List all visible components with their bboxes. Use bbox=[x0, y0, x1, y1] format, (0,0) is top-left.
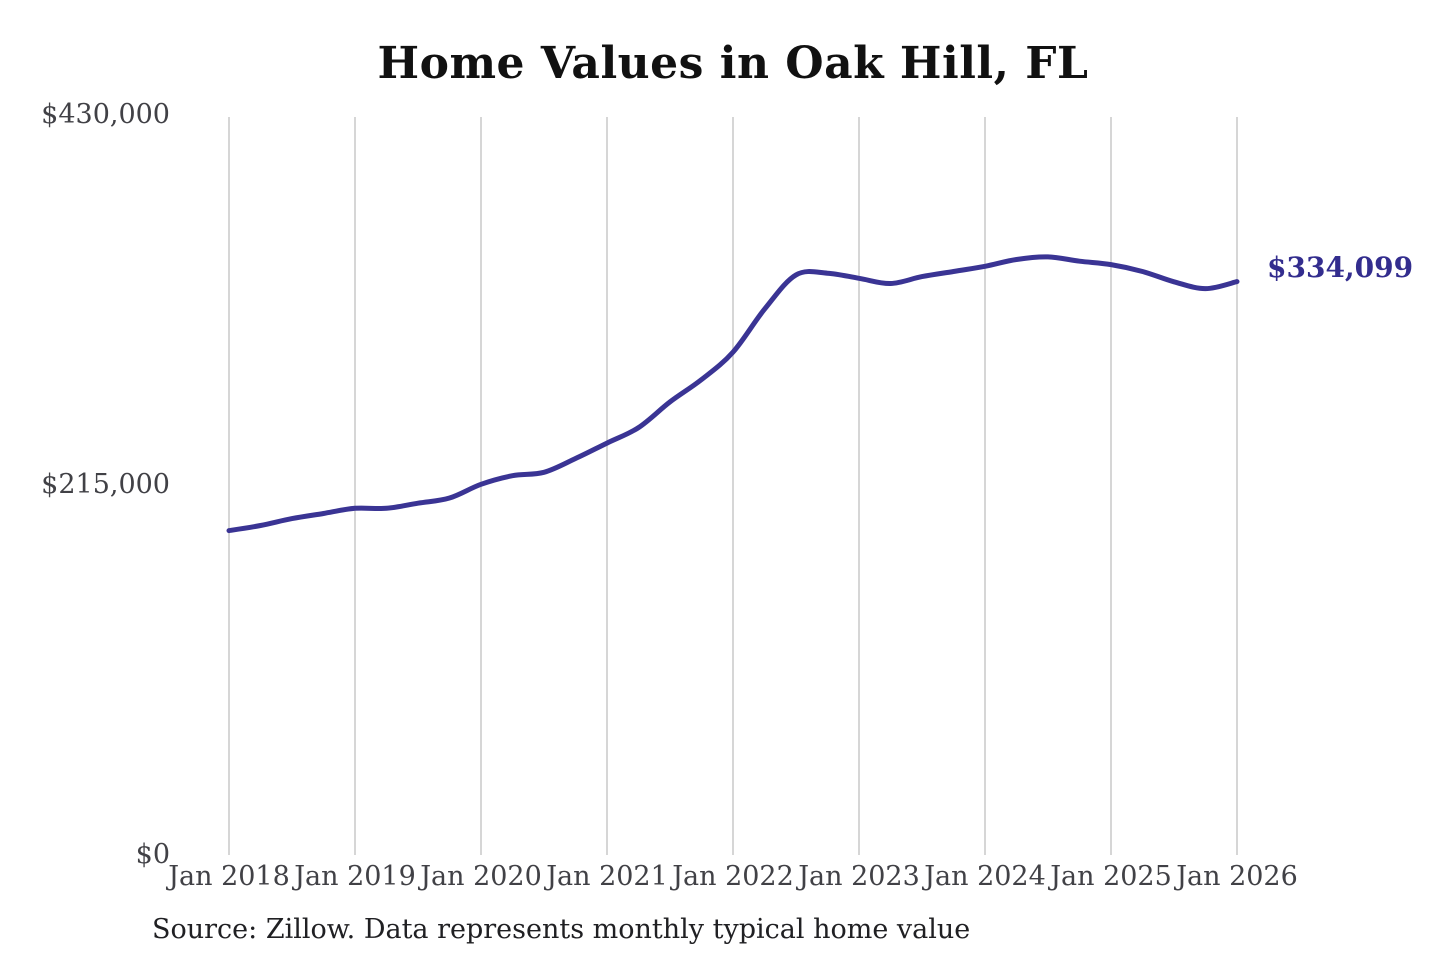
x-axis-label: Jan 2026 bbox=[1176, 861, 1298, 892]
chart-title: Home Values in Oak Hill, FL bbox=[377, 38, 1089, 89]
source-note: Source: Zillow. Data represents monthly … bbox=[152, 914, 971, 945]
x-axis-label: Jan 2025 bbox=[1050, 861, 1172, 892]
y-axis-label-215000: $215,000 bbox=[41, 469, 170, 500]
latest-value-label: $334,099 bbox=[1267, 250, 1414, 284]
x-axis-label: Jan 2019 bbox=[294, 861, 416, 892]
y-axis-label-0: $0 bbox=[135, 839, 170, 870]
x-axis-label: Jan 2022 bbox=[672, 861, 794, 892]
x-axis-label: Jan 2021 bbox=[546, 861, 668, 892]
x-axis-label: Jan 2018 bbox=[168, 861, 290, 892]
x-axis-label: Jan 2023 bbox=[798, 861, 920, 892]
x-axis-label: Jan 2024 bbox=[924, 861, 1046, 892]
y-axis-label-430000: $430,000 bbox=[41, 99, 170, 130]
home-value-line bbox=[226, 254, 1240, 534]
x-axis-label: Jan 2020 bbox=[420, 861, 542, 892]
